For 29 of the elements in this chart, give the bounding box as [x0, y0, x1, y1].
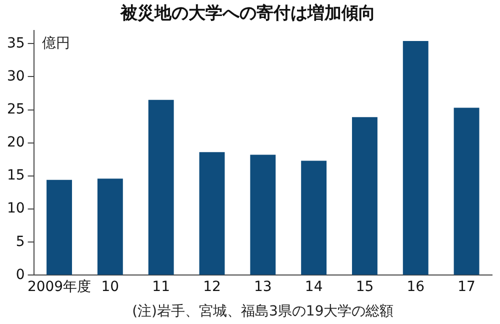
bar [454, 108, 480, 275]
y-tick-label: 15 [6, 168, 25, 184]
chart-title: 被災地の大学への寄付は増加傾向 [120, 2, 376, 24]
y-tick-label: 20 [6, 134, 25, 151]
x-tick-label: 16 [406, 279, 425, 296]
bar [97, 178, 123, 275]
y-tick-label: 5 [16, 234, 25, 250]
bar [199, 152, 225, 275]
x-tick-label: 15 [356, 279, 374, 296]
bar [402, 40, 428, 275]
x-tick-label: 10 [101, 279, 120, 296]
bar [301, 160, 327, 275]
bar [352, 117, 378, 275]
y-tick-label: 25 [6, 101, 25, 118]
bar [46, 180, 72, 275]
text: (注)岩手、宮城、福島3県の19大学の総額 [132, 304, 394, 320]
y-tick-label: 10 [6, 200, 25, 217]
y-tick-label: 35 [6, 35, 25, 52]
x-tick-label: 13 [254, 279, 272, 296]
y-tick-label: 30 [6, 68, 25, 84]
x-tick-label: 17 [458, 279, 476, 296]
x-tick-label: 11 [152, 279, 170, 296]
bar [250, 154, 276, 275]
y-axis-title: 億円 [42, 35, 70, 52]
x-tick-label: 12 [203, 279, 221, 296]
x-tick-label: 2009年度 [27, 279, 92, 296]
y-tick-label: 0 [16, 266, 25, 283]
bar [148, 100, 174, 275]
x-tick-label: 14 [304, 279, 323, 296]
